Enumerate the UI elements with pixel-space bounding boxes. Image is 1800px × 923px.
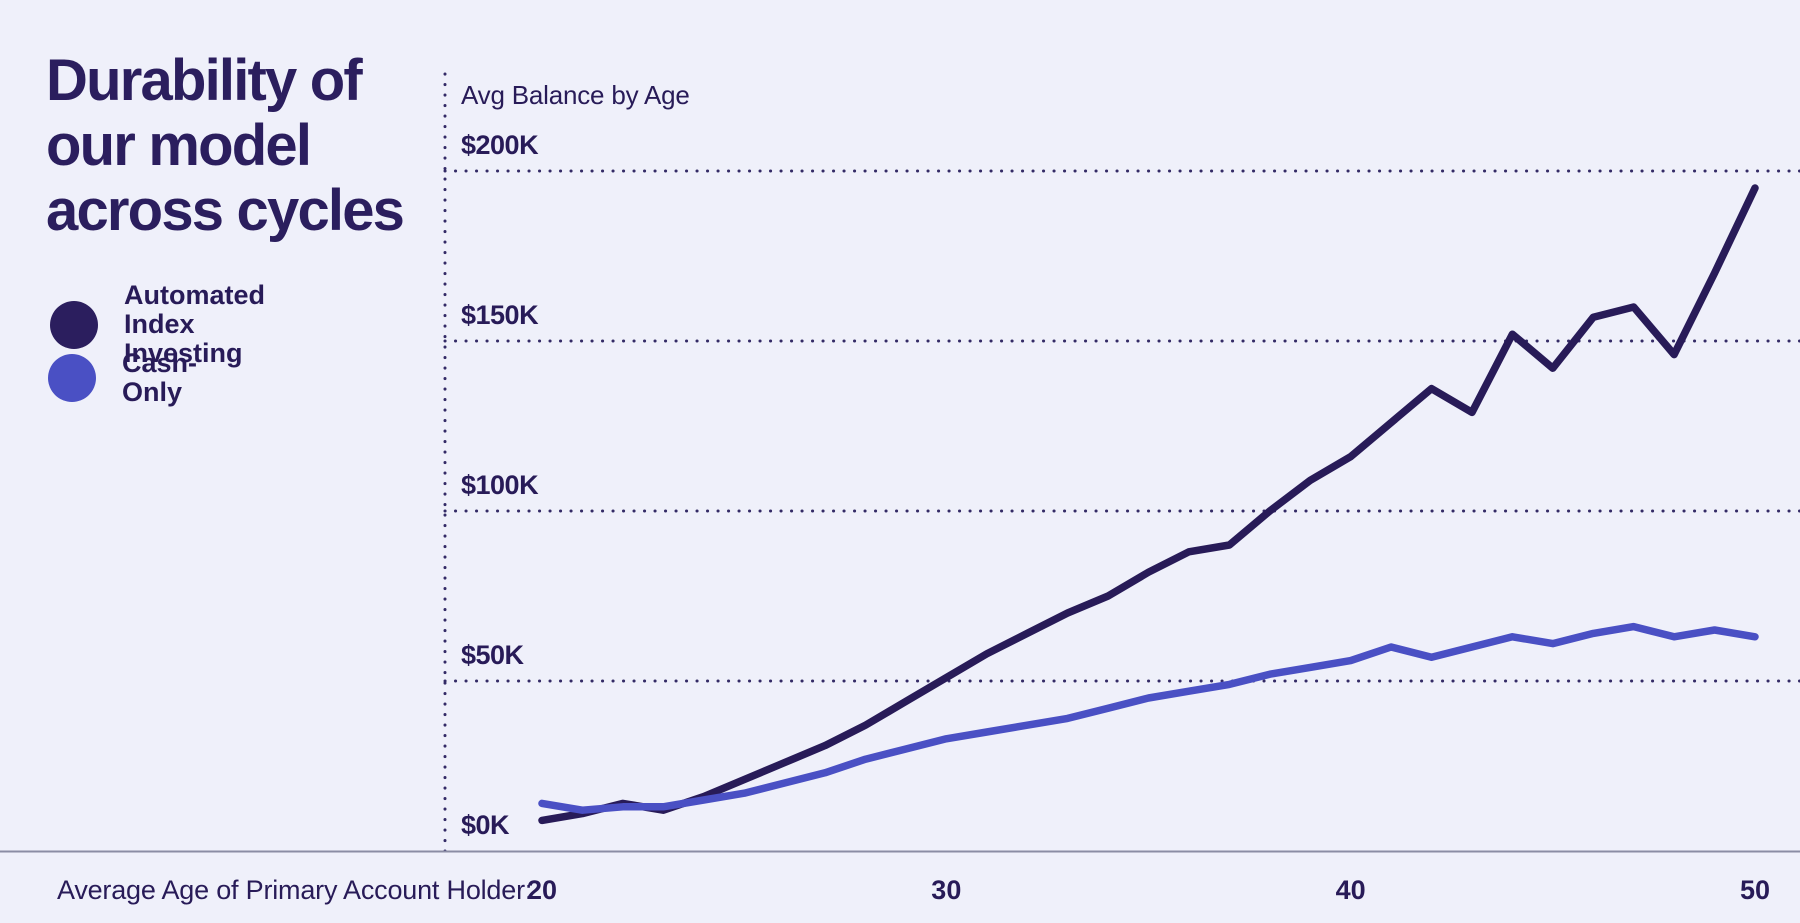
page-title: Durability of our model across cycles: [46, 48, 405, 243]
y-axis-label-$150K: $150K: [461, 300, 539, 330]
y-axis-label-$0K: $0K: [461, 810, 510, 840]
page-title-line-1: Durability of: [46, 48, 363, 113]
x-axis-title: Average Age of Primary Account Holder:: [57, 875, 533, 905]
page-title-line-2: our model: [46, 113, 312, 178]
legend-item-cash-only: Cash-Only: [48, 349, 197, 407]
x-tick-label-20: 20: [527, 875, 557, 905]
legend-label-line: Cash-Only: [122, 348, 198, 407]
legend-label-automated-index-investing: Automated Index Investing: [124, 281, 265, 368]
legend-label-line: Index Investing: [124, 309, 243, 368]
legend-label-cash-only: Cash-Only: [122, 349, 197, 407]
legend-item-automated-index-investing: Automated Index Investing: [50, 281, 265, 368]
y-axis-label-$200K: $200K: [461, 130, 539, 160]
legend-swatch-automated-index-investing: [50, 300, 98, 349]
series-line-cash-only: [538, 622, 1759, 814]
y-axis-label-$50K: $50K: [461, 640, 525, 670]
x-tick-label-40: 40: [1336, 875, 1366, 905]
plot-title: Avg Balance by Age: [461, 80, 690, 110]
x-tick-label-30: 30: [931, 875, 961, 905]
x-tick-label-50: 50: [1740, 875, 1770, 905]
legend-swatch-cash-only: [48, 354, 96, 402]
series-line-automated-index-investing: [538, 184, 1759, 825]
page-title-line-3: across cycles: [46, 178, 405, 243]
y-axis-label-$100K: $100K: [461, 470, 539, 500]
legend-label-line: Automated: [124, 280, 265, 310]
